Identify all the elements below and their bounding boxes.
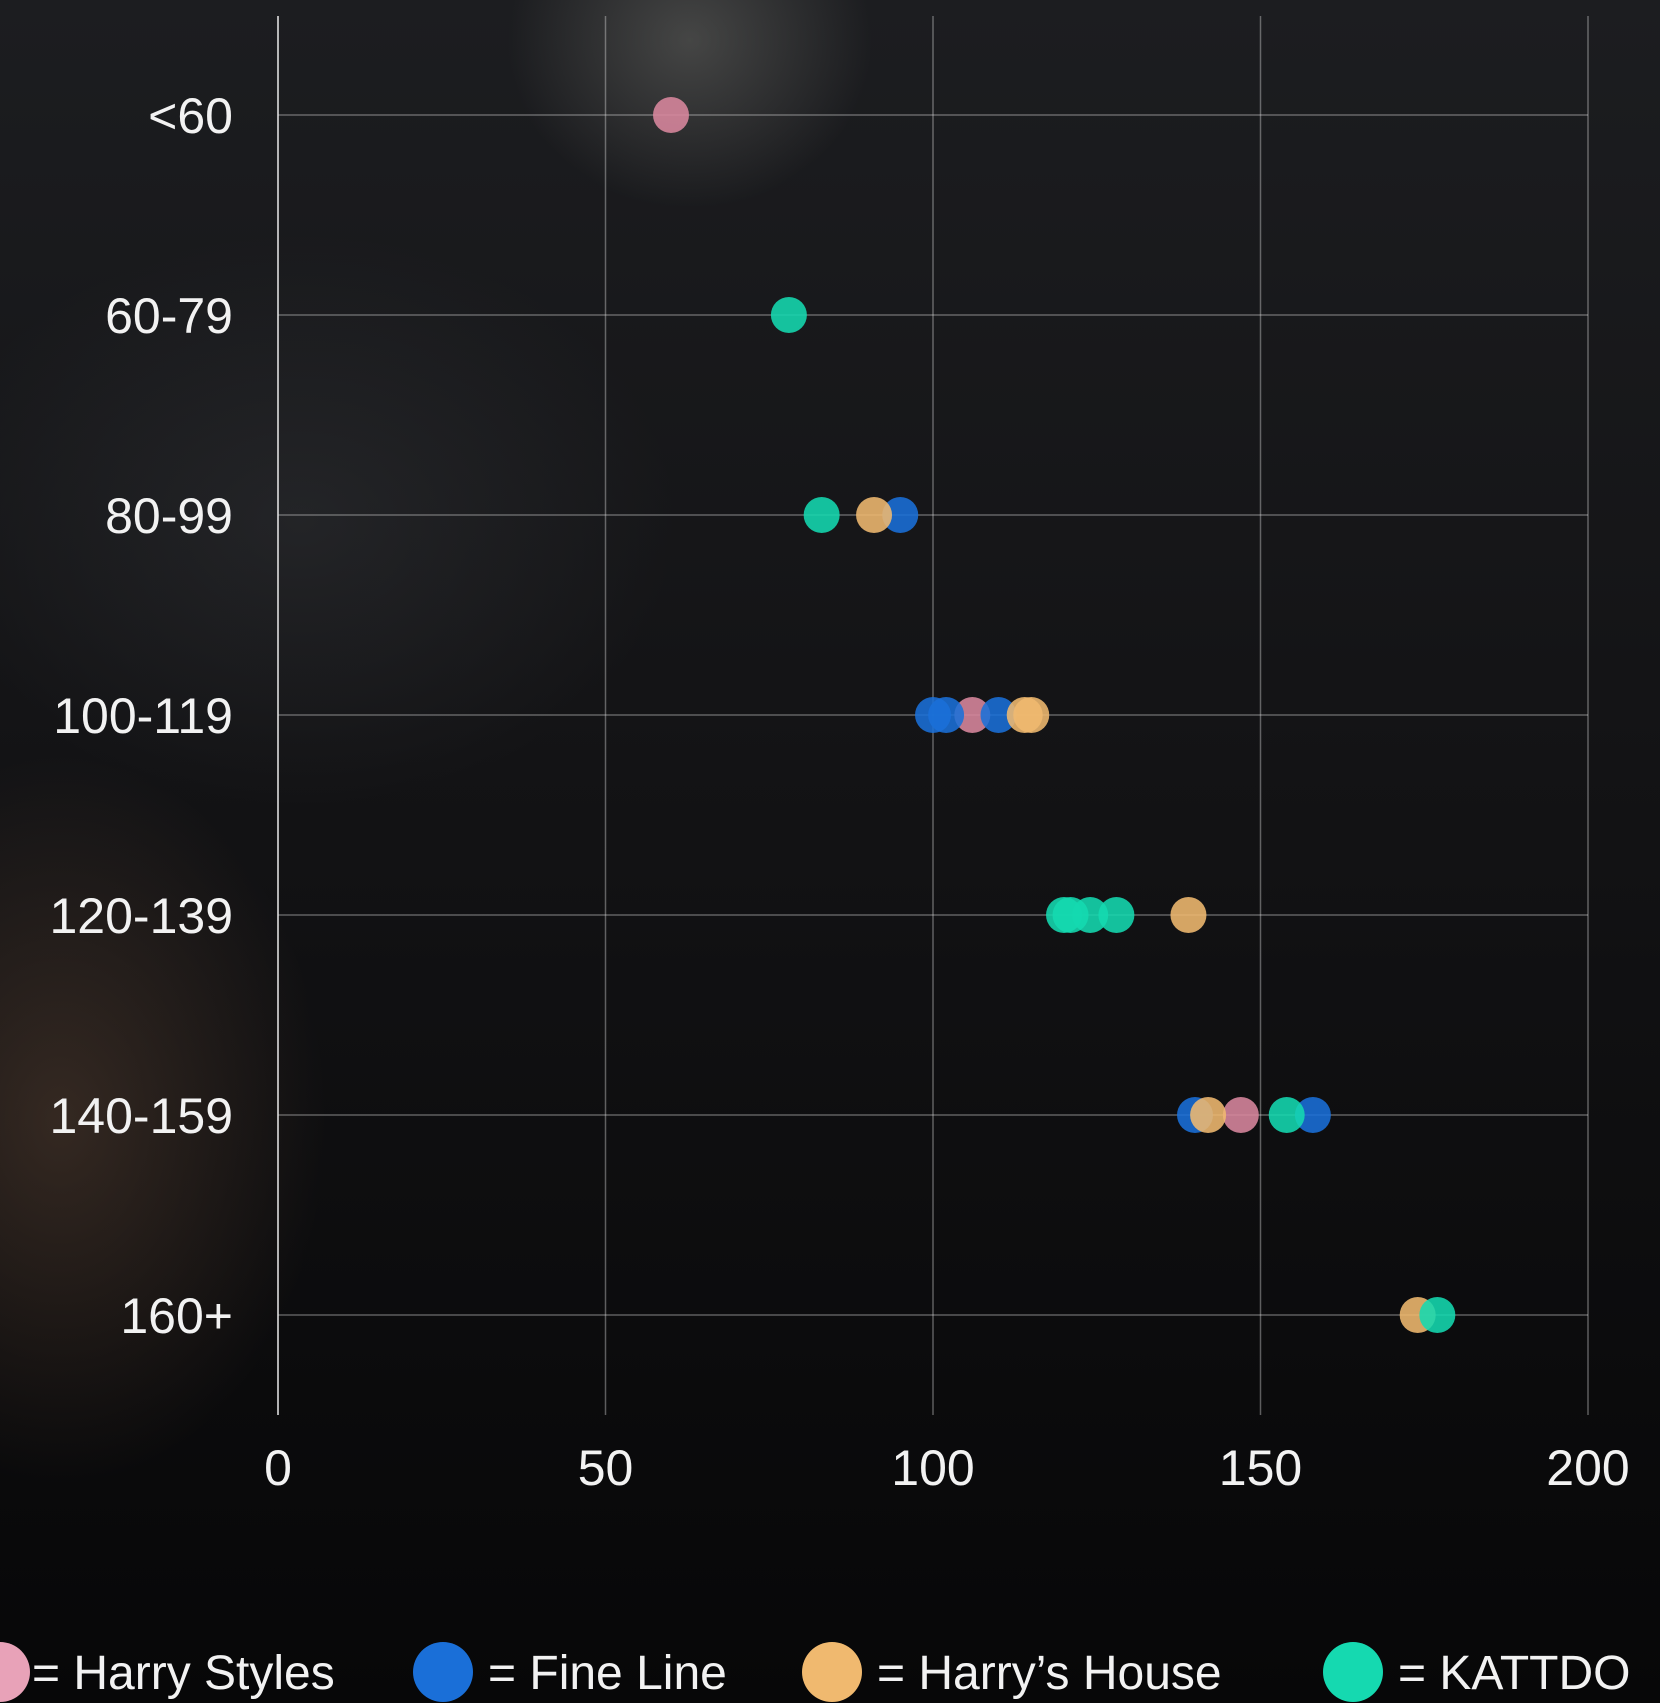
x-tick-label: 150: [1219, 1440, 1302, 1496]
data-point: [803, 497, 840, 533]
data-point: [1222, 1097, 1259, 1133]
data-point: [928, 697, 965, 733]
legend-swatch: [413, 1642, 473, 1702]
x-tick-label: 200: [1546, 1440, 1629, 1496]
data-point: [980, 697, 1017, 733]
x-axis-labels: 0 50 100 150 200: [264, 1440, 1630, 1496]
data-point: [856, 497, 893, 533]
data-point: [954, 697, 991, 733]
y-tick-label: 160+: [120, 1288, 233, 1344]
legend-label: = KATTDO: [1398, 1647, 1630, 1700]
y-tick-label: 100-119: [53, 688, 233, 744]
data-point: [1268, 1097, 1305, 1133]
legend-label: = Fine Line: [488, 1647, 727, 1700]
y-tick-label: 120-139: [50, 888, 234, 944]
legend-swatch: [0, 1642, 30, 1702]
data-point: [1294, 1097, 1331, 1133]
data-point: [770, 297, 807, 333]
data-point: [882, 497, 919, 533]
legend-label: = Harry’s House: [877, 1647, 1222, 1700]
y-tick-label: 140-159: [50, 1088, 234, 1144]
data-point: [1170, 897, 1207, 933]
y-tick-label: 60-79: [105, 288, 233, 344]
y-tick-label: 80-99: [105, 488, 233, 544]
data-point: [1419, 1297, 1456, 1333]
data-point: [1072, 897, 1109, 933]
y-axis-labels: <60 60-79 80-99 100-119 120-139 140-159 160+: [50, 88, 234, 1344]
legend: = Harry Styles = Fine Line = Harry’s House…: [0, 1642, 1630, 1702]
legend-swatch: [802, 1642, 862, 1702]
data-point: [1190, 1097, 1227, 1133]
data-point: [1013, 697, 1050, 733]
data-points: [653, 97, 1456, 1333]
x-tick-label: 100: [891, 1440, 974, 1496]
y-tick-label: <60: [148, 88, 233, 144]
legend-label: = Harry Styles: [32, 1647, 335, 1700]
data-point: [1098, 897, 1135, 933]
legend-swatch: [1323, 1642, 1383, 1702]
x-tick-label: 0: [264, 1440, 292, 1496]
x-tick-label: 50: [578, 1440, 634, 1496]
data-point: [653, 97, 689, 133]
